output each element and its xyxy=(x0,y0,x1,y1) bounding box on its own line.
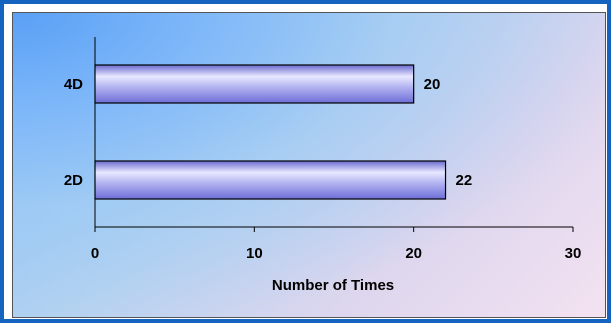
x-axis-title: Number of Times xyxy=(272,277,394,294)
x-tick-label: 10 xyxy=(246,245,263,262)
category-label: 2D xyxy=(64,172,83,189)
bar-4d xyxy=(94,64,415,104)
data-label: 22 xyxy=(456,172,473,189)
bar-chart: 0 10 20 30 4D 20 2D 22 Number of Times xyxy=(64,37,582,294)
x-tick-label: 30 xyxy=(565,245,582,262)
x-tick-label: 20 xyxy=(405,245,422,262)
x-ticks: 0 10 20 30 xyxy=(91,227,582,262)
plot-area-background: 0 10 20 30 4D 20 2D 22 Number of Times xyxy=(12,12,606,318)
category-label: 4D xyxy=(64,76,83,93)
bar-2d xyxy=(94,160,447,200)
data-label: 20 xyxy=(424,76,441,93)
bars: 4D 20 2D 22 xyxy=(64,64,473,200)
x-tick-label: 0 xyxy=(91,245,99,262)
